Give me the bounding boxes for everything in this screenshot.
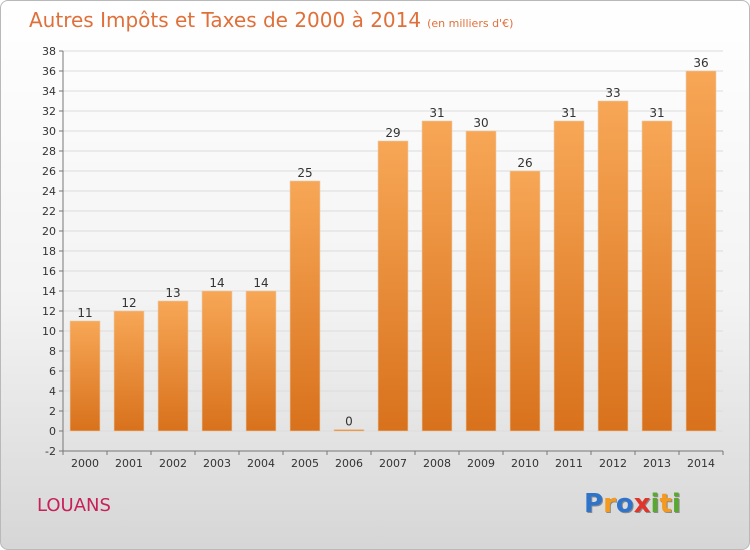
chart-unit: (en milliers d'€) bbox=[427, 17, 514, 30]
x-tick-label: 2008 bbox=[423, 457, 451, 470]
bar bbox=[69, 320, 101, 432]
logo-letter: i bbox=[671, 489, 681, 519]
bar bbox=[421, 120, 453, 432]
x-tick-label: 2007 bbox=[379, 457, 407, 470]
bar bbox=[465, 130, 497, 432]
x-tick-label: 2004 bbox=[247, 457, 275, 470]
bar bbox=[333, 429, 365, 432]
y-tick-label: 16 bbox=[42, 265, 56, 278]
logo-letter: P bbox=[584, 489, 604, 519]
bar bbox=[289, 180, 321, 432]
proxiti-logo: Proxiti bbox=[584, 489, 681, 519]
bar bbox=[641, 120, 673, 432]
x-tick-label: 2013 bbox=[643, 457, 671, 470]
commune-name: LOUANS bbox=[37, 495, 111, 516]
value-label: 31 bbox=[561, 106, 576, 120]
x-tick-label: 2005 bbox=[291, 457, 319, 470]
y-tick-label: 28 bbox=[42, 145, 56, 158]
y-tick-label: 26 bbox=[42, 165, 56, 178]
y-tick-label: 38 bbox=[42, 45, 56, 58]
value-label: 29 bbox=[385, 126, 400, 140]
y-tick-label: 0 bbox=[49, 425, 56, 438]
y-tick-label: 20 bbox=[42, 225, 56, 238]
y-tick-label: 4 bbox=[49, 385, 56, 398]
x-tick-label: 2000 bbox=[71, 457, 99, 470]
y-tick-label: 30 bbox=[42, 125, 56, 138]
y-tick-label: 36 bbox=[42, 65, 56, 78]
bar bbox=[113, 310, 145, 432]
y-tick-label: 6 bbox=[49, 365, 56, 378]
x-tick-label: 2014 bbox=[687, 457, 715, 470]
bar bbox=[377, 140, 409, 432]
value-label: 11 bbox=[77, 306, 92, 320]
x-tick-label: 2002 bbox=[159, 457, 187, 470]
value-label: 30 bbox=[473, 116, 488, 130]
value-label: 31 bbox=[649, 106, 664, 120]
value-label: 25 bbox=[297, 166, 312, 180]
bar bbox=[157, 300, 189, 432]
y-tick-label: 22 bbox=[42, 205, 56, 218]
bar bbox=[509, 170, 541, 432]
y-tick-label: 34 bbox=[42, 85, 56, 98]
chart-title-text: Autres Impôts et Taxes de 2000 à 2014 bbox=[29, 8, 422, 32]
x-tick-label: 2012 bbox=[599, 457, 627, 470]
bar bbox=[201, 290, 233, 432]
bar bbox=[553, 120, 585, 432]
value-label: 26 bbox=[517, 156, 532, 170]
x-tick-label: 2003 bbox=[203, 457, 231, 470]
value-label: 0 bbox=[345, 415, 353, 429]
value-label: 33 bbox=[605, 86, 620, 100]
value-label: 36 bbox=[693, 56, 708, 70]
y-tick-label: 14 bbox=[42, 285, 56, 298]
value-label: 14 bbox=[209, 276, 224, 290]
logo-letter: x bbox=[633, 489, 651, 519]
y-tick-label: 24 bbox=[42, 185, 56, 198]
value-label: 14 bbox=[253, 276, 268, 290]
y-tick-label: 32 bbox=[42, 105, 56, 118]
y-tick-label: 12 bbox=[42, 305, 56, 318]
x-tick-label: 2001 bbox=[115, 457, 143, 470]
bar bbox=[685, 70, 717, 432]
x-tick-label: 2009 bbox=[467, 457, 495, 470]
logo-letter: r bbox=[603, 489, 616, 519]
bar bbox=[245, 290, 277, 432]
chart-title: Autres Impôts et Taxes de 2000 à 2014 (en… bbox=[29, 8, 513, 32]
y-tick-label: -2 bbox=[45, 445, 56, 458]
y-tick-label: 2 bbox=[49, 405, 56, 418]
y-tick-label: 10 bbox=[42, 325, 56, 338]
x-tick-label: 2010 bbox=[511, 457, 539, 470]
x-tick-label: 2011 bbox=[555, 457, 583, 470]
x-tick-label: 2006 bbox=[335, 457, 363, 470]
value-label: 31 bbox=[429, 106, 444, 120]
value-label: 12 bbox=[121, 296, 136, 310]
logo-letter: o bbox=[615, 489, 634, 519]
y-tick-label: 8 bbox=[49, 345, 56, 358]
bar bbox=[597, 100, 629, 432]
value-label: 13 bbox=[165, 286, 180, 300]
logo-letter: i bbox=[650, 489, 660, 519]
logo-letter: t bbox=[659, 489, 672, 519]
y-tick-label: 18 bbox=[42, 245, 56, 258]
